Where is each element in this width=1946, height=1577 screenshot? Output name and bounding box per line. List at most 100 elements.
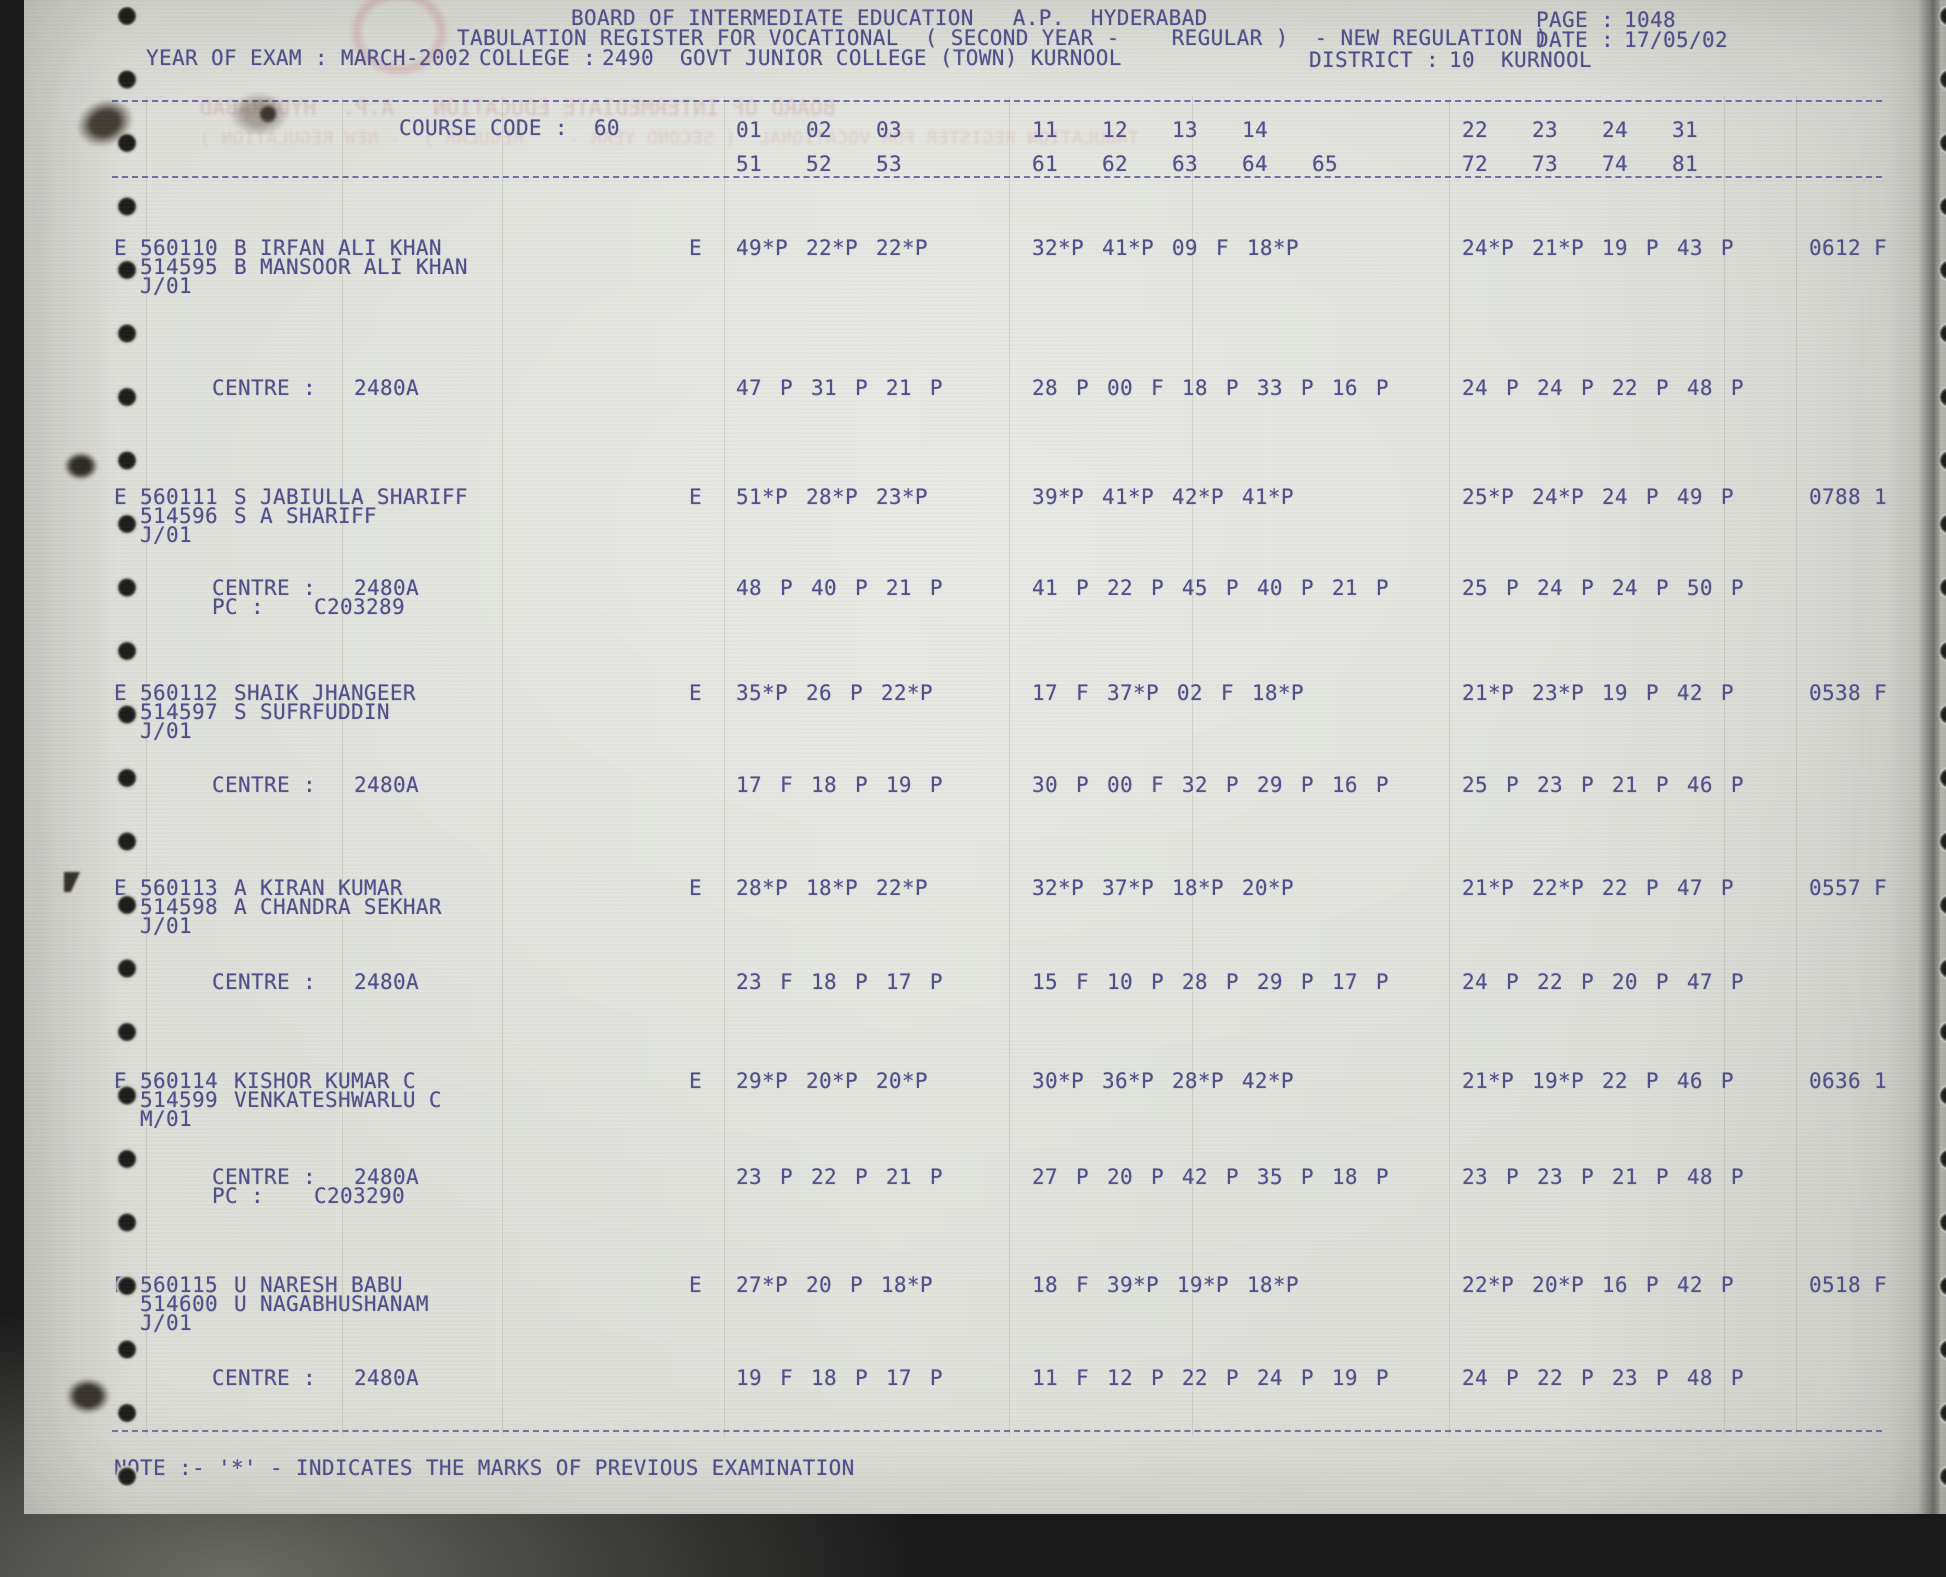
- college-value: 2490 GOVT JUNIOR COLLEGE (TOWN) KURNOOL: [602, 46, 1122, 70]
- status-flag: E: [689, 1069, 702, 1093]
- student-name: B IRFAN ALI KHAN: [234, 236, 442, 260]
- dashed-divider: [112, 176, 1882, 178]
- subject-code: 73: [1532, 152, 1558, 176]
- marks-group-1: 51*P 28*P 23*P: [736, 485, 928, 509]
- paper-crease: [1918, 0, 1940, 1514]
- form-rule: [1009, 96, 1010, 1436]
- centre-label: CENTRE :: [212, 970, 316, 994]
- parent-name: VENKATESHWARLU C: [234, 1088, 442, 1112]
- centre-marks-group-3: 25 P 24 P 24 P 50 P: [1462, 576, 1744, 600]
- marks-group-1: 49*P 22*P 22*P: [736, 236, 928, 260]
- marks-group-2: 39*P 41*P 42*P 41*P: [1032, 485, 1294, 509]
- subject-code: 72: [1462, 152, 1488, 176]
- parent-name: S A SHARIFF: [234, 504, 377, 528]
- stamp-ghost: [352, 0, 446, 74]
- medium-code: J/01: [140, 523, 192, 547]
- reg-number: E 560110: [114, 236, 218, 260]
- subject-code: 22: [1462, 118, 1488, 142]
- centre-marks-group-1: 23 F 18 P 17 P: [736, 970, 943, 994]
- centre-marks-group-3: 23 P 23 P 21 P 48 P: [1462, 1165, 1744, 1189]
- centre-marks-group-2: 41 P 22 P 45 P 40 P 21 P: [1032, 576, 1389, 600]
- student-name: U NARESH BABU: [234, 1273, 403, 1297]
- form-rule: [1192, 96, 1193, 1436]
- form-rule: [502, 96, 503, 1436]
- centre-marks-group-1: 19 F 18 P 17 P: [736, 1366, 943, 1390]
- centre-marks-group-2: 27 P 20 P 42 P 35 P 18 P: [1032, 1165, 1389, 1189]
- dashed-divider: [112, 1430, 1882, 1432]
- parent-name: S SUFRFUDDIN: [234, 700, 390, 724]
- form-rule: [724, 96, 725, 1436]
- secondary-number: 514596: [140, 504, 218, 528]
- secondary-number: 514600: [140, 1292, 218, 1316]
- subject-code: 65: [1312, 152, 1338, 176]
- sprocket-holes-right: [1936, 4, 1946, 1502]
- secondary-number: 514598: [140, 895, 218, 919]
- subject-code: 64: [1242, 152, 1268, 176]
- subject-code: 53: [876, 152, 902, 176]
- subject-code: 03: [876, 118, 902, 142]
- torn-hole-smudge: [69, 90, 141, 156]
- total-result: 0788 1: [1809, 485, 1887, 509]
- centre-marks-group-2: 11 F 12 P 22 P 24 P 19 P: [1032, 1366, 1389, 1390]
- marks-group-1: 29*P 20*P 20*P: [736, 1069, 928, 1093]
- centre-marks-group-3: 24 P 24 P 22 P 48 P: [1462, 376, 1744, 400]
- marks-group-1: 35*P 26 P 22*P: [736, 681, 933, 705]
- secondary-number: 514599: [140, 1088, 218, 1112]
- dashed-divider: [112, 100, 1882, 102]
- medium-code: J/01: [140, 719, 192, 743]
- subject-code: 63: [1172, 152, 1198, 176]
- centre-value: 2480A: [354, 970, 419, 994]
- ghost-print-line2: TABULATION REGISTER FOR VOCATIONAL ( SEC…: [199, 128, 1139, 149]
- subject-code: 52: [806, 152, 832, 176]
- status-flag: E: [689, 876, 702, 900]
- reg-number: E 560115: [114, 1273, 218, 1297]
- pc-value: C203289: [314, 595, 405, 619]
- centre-value: 2480A: [354, 773, 419, 797]
- student-name: S JABIULLA SHARIFF: [234, 485, 468, 509]
- centre-label: CENTRE :: [212, 1165, 316, 1189]
- subject-code: 11: [1032, 118, 1058, 142]
- subject-code: 31: [1672, 118, 1698, 142]
- ghost-print-line1: BOARD OF INTERMEDIATE EDUCATION A.P. HYD…: [199, 96, 836, 120]
- centre-value: 2480A: [354, 1366, 419, 1390]
- ink-spot: [260, 106, 276, 122]
- marks-group-3: 24*P 21*P 19 P 43 P: [1462, 236, 1734, 260]
- date-label: DATE :: [1536, 28, 1614, 52]
- subject-code: 02: [806, 118, 832, 142]
- centre-label: CENTRE :: [212, 576, 316, 600]
- medium-code: J/01: [140, 274, 192, 298]
- centre-marks-group-2: 30 P 00 F 32 P 29 P 16 P: [1032, 773, 1389, 797]
- course-code: COURSE CODE : 60: [399, 116, 620, 140]
- centre-value: 2480A: [354, 576, 419, 600]
- reg-number: E 560113: [114, 876, 218, 900]
- centre-marks-group-1: 47 P 31 P 21 P: [736, 376, 943, 400]
- pc-label: PC :: [212, 595, 264, 619]
- marks-group-3: 21*P 22*P 22 P 47 P: [1462, 876, 1734, 900]
- secondary-number: 514597: [140, 700, 218, 724]
- form-rule: [342, 96, 343, 1436]
- subject-code: 61: [1032, 152, 1058, 176]
- centre-marks-group-1: 48 P 40 P 21 P: [736, 576, 943, 600]
- subject-code: 14: [1242, 118, 1268, 142]
- page-number: 1048: [1624, 8, 1676, 32]
- form-rule: [1724, 96, 1725, 1436]
- marks-group-2: 17 F 37*P 02 F 18*P: [1032, 681, 1304, 705]
- medium-code: J/01: [140, 1311, 192, 1335]
- ink-mark: [64, 872, 90, 892]
- centre-marks-group-1: 17 F 18 P 19 P: [736, 773, 943, 797]
- district-value: 10 KURNOOL: [1449, 48, 1592, 72]
- parent-name: A CHANDRA SEKHAR: [234, 895, 442, 919]
- reg-number: E 560114: [114, 1069, 218, 1093]
- marks-group-1: 28*P 18*P 22*P: [736, 876, 928, 900]
- district-label: DISTRICT :: [1309, 48, 1439, 72]
- marks-group-3: 22*P 20*P 16 P 42 P: [1462, 1273, 1734, 1297]
- subject-code: 24: [1602, 118, 1628, 142]
- centre-marks-group-3: 24 P 22 P 23 P 48 P: [1462, 1366, 1744, 1390]
- subject-code: 74: [1602, 152, 1628, 176]
- form-rule: [1796, 96, 1797, 1436]
- form-rule: [146, 96, 147, 1436]
- reg-number: E 560112: [114, 681, 218, 705]
- parent-name: U NAGABHUSHANAM: [234, 1292, 429, 1316]
- reg-number: E 560111: [114, 485, 218, 509]
